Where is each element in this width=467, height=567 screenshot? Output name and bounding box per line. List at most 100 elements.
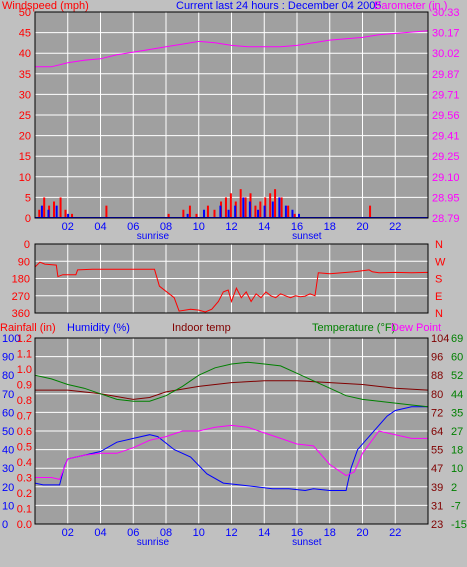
barometer-axis-label: Barometer (in.): [374, 0, 447, 12]
temperature-axis-label: Temperature (°F): [312, 322, 395, 334]
plot-border-2: [34, 243, 429, 314]
windspeed-bar: [293, 213, 296, 218]
windspeed-bar: [229, 193, 232, 218]
dewpoint-tick-label: 27: [451, 426, 463, 438]
x-tick-label: 14: [258, 221, 270, 233]
direction-tick-label: 180: [12, 274, 30, 286]
gust-bar: [271, 201, 274, 218]
gust-bar: [203, 209, 206, 218]
dewpoint-tick-label: 52: [451, 370, 463, 382]
dewpoint-tick-label: 2: [451, 482, 457, 494]
x-tick-label: 14: [258, 527, 270, 539]
gust-bar: [67, 213, 70, 218]
x-tick-label: 22: [389, 221, 401, 233]
dewpoint-tick-label: 60: [451, 352, 463, 364]
barometer-tick-label: 28.95: [432, 192, 460, 204]
plot-border-1: [34, 11, 429, 219]
windspeed-bar: [224, 197, 227, 218]
barometer-line: [35, 30, 429, 68]
direction-tick-label: 0: [24, 239, 30, 251]
windspeed-bar: [213, 209, 216, 218]
x-tick-label: 12: [225, 221, 237, 233]
barometer-tick-label: 29.25: [432, 151, 460, 163]
humidity-tick-label: 40: [2, 445, 14, 457]
windspeed-bar: [259, 201, 262, 218]
x-tick-label: 10: [193, 221, 205, 233]
barometer-tick-label: 28.79: [432, 213, 460, 225]
windspeed-bar: [53, 201, 56, 218]
windspeed-bar: [206, 205, 209, 218]
x-tick-label: 06: [127, 221, 139, 233]
humidity-tick-label: 30: [2, 463, 14, 475]
windspeed-bar: [195, 213, 198, 218]
gust-bar: [227, 209, 230, 218]
temperature-tick-label: 96: [431, 352, 443, 364]
barometer-tick-label: 29.10: [432, 172, 460, 184]
windspeed-bar: [59, 197, 62, 218]
x-tick-label: 22: [389, 527, 401, 539]
temperature-tick-label: 80: [431, 389, 443, 401]
windspeed-bar: [254, 205, 257, 218]
gust-bar: [248, 201, 251, 218]
temperature-tick-label: 104: [431, 333, 449, 345]
indoor-temp-line: [35, 380, 429, 400]
temperature-tick-label: 31: [431, 500, 443, 512]
windspeed-tick-label: 0: [25, 213, 31, 225]
windspeed-bar: [182, 209, 185, 218]
dewpoint-tick-label: 69: [451, 333, 463, 345]
windspeed-axis-label: Windspeed (mph): [2, 0, 89, 12]
windspeed-bar: [43, 197, 46, 218]
x-tick-label: 04: [94, 527, 106, 539]
sunrise-label: sunrise: [137, 537, 170, 548]
direction-tick-label: 360: [12, 308, 30, 320]
rainfall-tick-label: 0.2: [17, 488, 32, 500]
dewpoint-tick-label: -7: [451, 500, 461, 512]
barometer-tick-label: 29.41: [432, 131, 460, 143]
temperature-tick-label: 23: [431, 519, 443, 531]
windspeed-bar: [239, 189, 242, 218]
rainfall-tick-label: 0.7: [17, 411, 32, 423]
x-tick-label: 20: [356, 221, 368, 233]
windspeed-bar: [188, 205, 191, 218]
windspeed-bar: [167, 213, 170, 218]
x-tick-label: 08: [160, 221, 172, 233]
windspeed-tick-label: 20: [19, 131, 31, 143]
x-tick-label: 20: [356, 527, 368, 539]
windspeed-tick-label: 25: [19, 110, 31, 122]
rainfall-tick-label: 0.5: [17, 442, 32, 454]
dewpoint-axis-label: Dew Point: [391, 322, 441, 334]
temperature-tick-label: 88: [431, 370, 443, 382]
x-tick-label: 02: [62, 221, 74, 233]
direction-tick-label: 270: [12, 291, 30, 303]
dewpoint-line: [35, 424, 428, 480]
windspeed-bar: [269, 193, 272, 218]
barometer-tick-label: 30.02: [432, 48, 460, 60]
rainfall-tick-label: 0.3: [17, 473, 32, 485]
temperature-tick-label: 72: [431, 407, 443, 419]
rainfall-tick-label: 0.6: [17, 426, 32, 438]
sunrise-label: sunrise: [137, 231, 170, 242]
windspeed-tick-label: 40: [19, 48, 31, 60]
rainfall-tick-label: 0.8: [17, 395, 32, 407]
humidity-axis-label: Humidity (%): [67, 322, 130, 334]
temperature-tick-label: 47: [431, 463, 443, 475]
dewpoint-tick-label: 35: [451, 407, 463, 419]
windspeed-bar: [287, 205, 290, 218]
chart-title: Current last 24 hours : December 04 2005: [176, 0, 381, 12]
windspeed-bar: [369, 205, 372, 218]
direction-tick-label: 90: [18, 256, 30, 268]
x-tick-label: 04: [94, 221, 106, 233]
direction-compass-label: N: [435, 239, 443, 251]
rainfall-tick-label: 0.1: [17, 504, 32, 516]
gust-bar: [47, 209, 50, 218]
temperature-tick-label: 39: [431, 482, 443, 494]
humidity-tick-label: 70: [2, 389, 14, 401]
rainfall-tick-label: 0.9: [17, 380, 32, 392]
windspeed-bar: [244, 197, 247, 218]
x-tick-label: 16: [291, 221, 303, 233]
dewpoint-tick-label: 10: [451, 463, 463, 475]
barometer-tick-label: 30.17: [432, 28, 460, 40]
direction-compass-label: S: [435, 274, 442, 286]
windspeed-bar: [38, 209, 41, 218]
